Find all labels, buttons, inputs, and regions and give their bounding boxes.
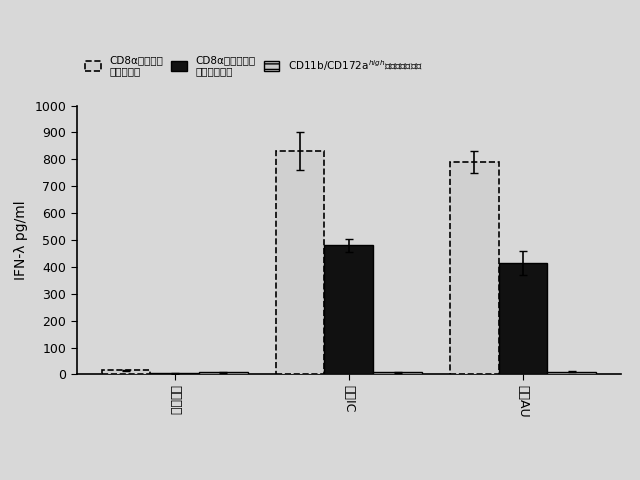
Bar bbox=[102, 371, 150, 374]
Bar bbox=[373, 372, 422, 374]
Bar bbox=[276, 151, 324, 374]
Bar bbox=[547, 372, 596, 374]
Bar bbox=[150, 373, 199, 374]
Bar bbox=[499, 263, 547, 374]
Bar bbox=[324, 245, 373, 374]
Bar bbox=[450, 162, 499, 374]
Y-axis label: IFN-λ pg/ml: IFN-λ pg/ml bbox=[13, 200, 28, 280]
Bar bbox=[199, 372, 248, 374]
Legend: CD8α陽性従来
型樹状細胞, CD8α従来型樹状
細胞の等価物, CD11b/CD172a$^{high}$従来型樹状細胞: CD8α陽性従来 型樹状細胞, CD8α従来型樹状 細胞の等価物, CD11b/… bbox=[82, 52, 426, 80]
